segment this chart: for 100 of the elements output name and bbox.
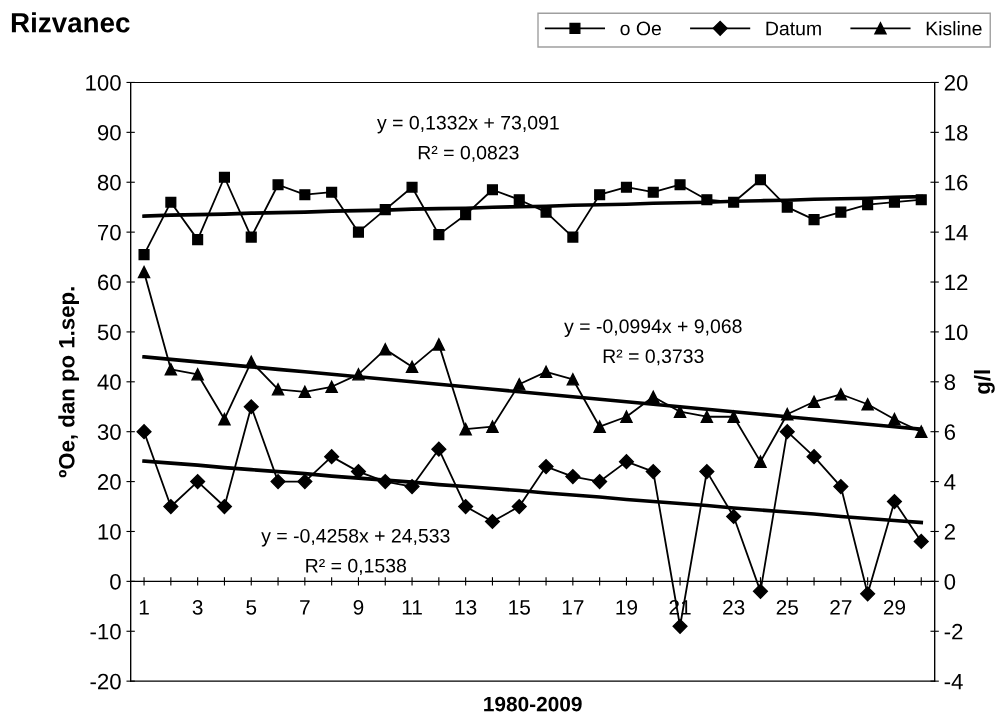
point — [406, 181, 418, 193]
legend-label: Kisline — [926, 21, 982, 36]
point — [861, 398, 874, 411]
point — [620, 410, 633, 423]
point — [270, 474, 286, 490]
x-tick-label: 23 — [723, 599, 745, 615]
y-tick-label: 20 — [98, 474, 121, 490]
point — [459, 422, 472, 436]
point — [486, 420, 499, 433]
point — [245, 231, 257, 243]
x-tick-label: 1 — [139, 600, 149, 615]
legend-label: Datum — [766, 21, 821, 36]
y-tick-label: 80 — [97, 174, 121, 191]
point — [218, 171, 231, 183]
y2-tick-label: 16 — [945, 174, 968, 191]
x-tick-label: 15 — [509, 600, 530, 615]
y-tick-label: 30 — [97, 424, 121, 440]
point — [165, 196, 177, 208]
point — [486, 184, 499, 196]
point — [594, 189, 606, 201]
point — [136, 424, 152, 440]
point — [700, 410, 714, 423]
point — [378, 343, 392, 356]
point — [137, 265, 151, 279]
point — [886, 493, 903, 510]
point — [752, 583, 769, 599]
x-tick-label: 3 — [192, 599, 203, 615]
legend-label: o Oe — [620, 21, 661, 36]
y2-tick-label: 0 — [944, 573, 956, 590]
y2-tick-label: -2 — [944, 623, 963, 640]
point — [511, 498, 527, 515]
y2-tick-label: 10 — [945, 324, 968, 341]
x-tick-label: 17 — [562, 600, 584, 615]
point — [432, 338, 446, 351]
point — [458, 498, 474, 515]
point — [645, 464, 661, 480]
x-tick-label: 11 — [402, 600, 422, 615]
point — [834, 388, 848, 401]
annotation: R² = 0,1538 — [306, 558, 406, 575]
y-tick-label: 50 — [97, 324, 121, 341]
y2-tick-label: -4 — [944, 673, 963, 690]
point — [405, 360, 419, 374]
y2-tick-label: 8 — [944, 374, 956, 391]
y2-tick-label: 14 — [945, 224, 968, 241]
point — [592, 474, 608, 490]
x-tick-label: 13 — [455, 599, 477, 615]
y2-tick-label: 20 — [944, 74, 968, 91]
point — [567, 231, 579, 243]
point — [271, 383, 285, 396]
point — [833, 479, 849, 495]
point — [674, 179, 686, 191]
point — [888, 412, 901, 426]
point — [297, 474, 313, 490]
y-tick-label: 90 — [97, 124, 121, 141]
point — [593, 420, 606, 433]
point — [808, 214, 820, 226]
point — [781, 201, 793, 213]
y-tick-label: -20 — [90, 673, 121, 690]
x-tick-label: 9 — [353, 599, 364, 615]
y2-axis-title: g/l — [973, 370, 995, 394]
point — [326, 186, 338, 198]
point — [243, 399, 259, 415]
point — [565, 469, 581, 485]
x-axis-title: 1980-2009 — [484, 696, 582, 712]
point — [726, 508, 742, 525]
point — [325, 380, 338, 394]
point — [620, 181, 633, 193]
y2-tick-label: 12 — [945, 274, 968, 291]
y2-tick-label: 6 — [944, 424, 956, 440]
point — [754, 174, 767, 186]
point — [216, 498, 233, 515]
point — [484, 513, 501, 530]
point — [860, 586, 876, 602]
point — [433, 229, 445, 241]
point — [835, 206, 847, 218]
point — [779, 424, 795, 440]
x-tick-label: 29 — [883, 599, 906, 615]
point — [672, 618, 688, 634]
point — [298, 385, 312, 399]
y-axis-title: ºOe, dan po 1.sep. — [58, 287, 79, 478]
point — [299, 189, 311, 201]
y2-tick-label: 18 — [945, 124, 968, 141]
point — [673, 405, 687, 418]
point — [163, 498, 179, 515]
point — [272, 179, 284, 191]
y2-tick-label: 2 — [944, 524, 955, 540]
point — [512, 378, 526, 391]
point — [647, 186, 659, 198]
chart-title: Rizvanec — [11, 12, 130, 33]
point — [699, 464, 715, 480]
point — [618, 454, 635, 470]
point — [352, 226, 365, 238]
point — [566, 373, 580, 386]
point — [539, 365, 553, 379]
x-tick-label: 7 — [300, 600, 310, 615]
y-tick-label: -10 — [90, 623, 121, 640]
point — [324, 449, 340, 465]
annotation: R² = 0,0823 — [418, 145, 519, 162]
y-tick-label: 0 — [110, 573, 121, 590]
point — [191, 368, 204, 381]
